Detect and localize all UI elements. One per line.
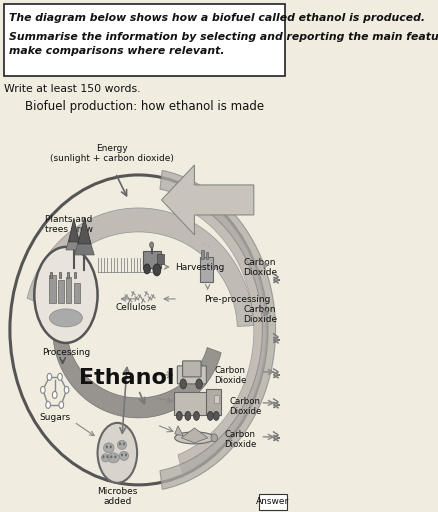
Circle shape [121,453,123,456]
Circle shape [97,423,137,483]
Circle shape [184,411,191,420]
Circle shape [149,242,153,248]
Circle shape [207,411,213,420]
FancyBboxPatch shape [174,392,209,415]
FancyBboxPatch shape [67,272,68,278]
Text: T: T [157,262,225,358]
Circle shape [123,442,125,445]
Circle shape [125,453,127,456]
Polygon shape [68,218,79,242]
Ellipse shape [10,175,266,485]
FancyBboxPatch shape [58,280,64,303]
FancyBboxPatch shape [177,366,206,384]
Polygon shape [74,222,94,255]
FancyBboxPatch shape [199,257,212,282]
Text: Harvesting: Harvesting [174,263,223,272]
Circle shape [40,387,45,393]
Polygon shape [66,222,81,250]
Circle shape [119,442,121,445]
Polygon shape [177,187,266,473]
Text: Summarise the information by selecting and reporting the main features, and
make: Summarise the information by selecting a… [9,32,438,56]
Text: Cellulose: Cellulose [116,303,157,312]
Text: E: E [51,262,120,358]
Polygon shape [159,170,275,489]
Text: Energy
(sunlight + carbon dioxide): Energy (sunlight + carbon dioxide) [50,143,173,163]
Ellipse shape [101,454,109,462]
Ellipse shape [49,309,82,327]
Text: Ethanol: Ethanol [79,368,175,388]
Polygon shape [53,322,221,418]
Circle shape [110,445,112,449]
Polygon shape [161,165,253,235]
Text: Pre-processing: Pre-processing [204,295,270,304]
Circle shape [213,411,219,420]
FancyBboxPatch shape [49,275,56,303]
Polygon shape [78,218,91,244]
Ellipse shape [103,443,114,453]
Circle shape [102,455,104,458]
FancyBboxPatch shape [59,272,60,278]
Circle shape [180,379,186,389]
Text: Processing: Processing [42,348,90,357]
Circle shape [114,455,116,458]
Text: Microbes
added: Microbes added [97,487,137,506]
Text: Carbon
Dioxide: Carbon Dioxide [214,366,246,386]
Polygon shape [27,208,253,327]
FancyBboxPatch shape [4,4,285,76]
Text: S: S [201,262,273,358]
Ellipse shape [174,432,214,444]
FancyBboxPatch shape [74,272,76,278]
Text: Carbon
Dioxide: Carbon Dioxide [229,397,261,416]
Text: Plants and
trees grow: Plants and trees grow [45,215,92,234]
FancyBboxPatch shape [182,361,201,377]
Text: Carbon
Dioxide: Carbon Dioxide [242,305,276,324]
FancyBboxPatch shape [205,390,221,415]
FancyBboxPatch shape [258,494,286,510]
Text: The diagram below shows how a biofuel called ethanol is produced.: The diagram below shows how a biofuel ca… [9,13,424,23]
Circle shape [110,455,112,458]
Text: I: I [18,262,55,358]
FancyBboxPatch shape [143,251,160,268]
Ellipse shape [107,453,119,463]
Ellipse shape [211,434,217,442]
FancyBboxPatch shape [66,277,71,303]
Text: L: L [106,262,170,358]
Circle shape [176,411,182,420]
FancyBboxPatch shape [156,253,163,264]
Text: Biofuel production: how ethanol is made: Biofuel production: how ethanol is made [25,100,263,113]
Circle shape [57,373,62,380]
Circle shape [59,401,64,409]
FancyBboxPatch shape [201,250,203,259]
Circle shape [47,373,52,380]
Circle shape [193,411,199,420]
Circle shape [64,387,69,393]
Text: Carbon
Dioxide: Carbon Dioxide [242,258,276,278]
Circle shape [143,264,150,274]
Text: Sugars: Sugars [39,413,70,422]
FancyBboxPatch shape [50,272,52,278]
Circle shape [52,391,57,398]
FancyBboxPatch shape [214,395,219,403]
Circle shape [34,247,97,343]
Circle shape [195,379,202,389]
FancyBboxPatch shape [205,252,208,259]
Circle shape [46,401,50,409]
Circle shape [152,264,160,276]
Text: Carbon
Dioxide: Carbon Dioxide [224,430,256,449]
Circle shape [106,445,108,449]
Ellipse shape [119,452,128,460]
Text: Answer: Answer [256,497,289,506]
FancyBboxPatch shape [74,283,80,303]
Polygon shape [174,426,183,436]
Ellipse shape [117,440,126,450]
Text: Write at least 150 words.: Write at least 150 words. [4,84,140,94]
Circle shape [106,455,108,458]
Polygon shape [181,428,207,443]
